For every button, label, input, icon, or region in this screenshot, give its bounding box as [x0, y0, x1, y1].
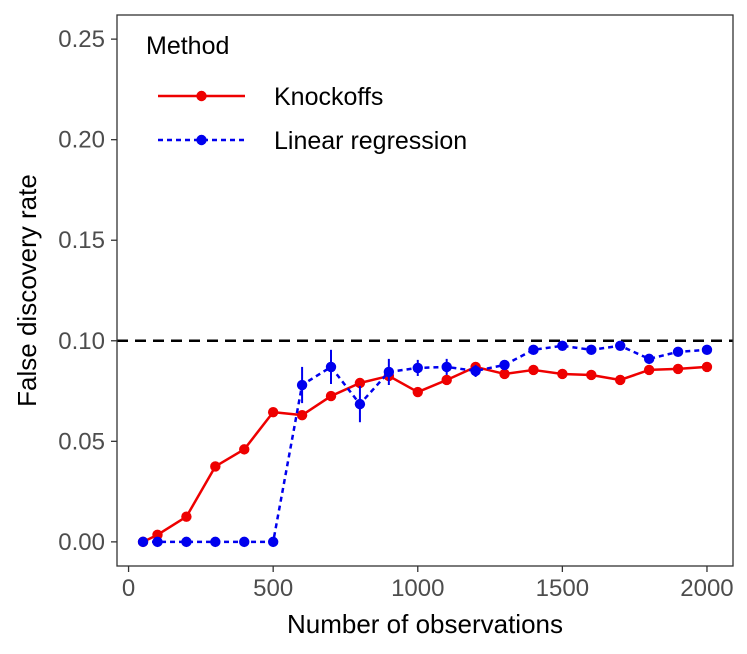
y-tick-label: 0.05 — [58, 428, 105, 455]
legend-marker-linear-regression — [196, 134, 207, 146]
point-knockoffs — [181, 511, 192, 522]
legend-title: Method — [146, 32, 229, 60]
point-knockoffs — [239, 444, 250, 455]
point-linear-regression — [528, 344, 539, 356]
y-tick-label: 0.00 — [58, 529, 105, 556]
point-linear-regression — [383, 366, 395, 378]
point-linear-regression — [701, 344, 713, 356]
y-tick-label: 0.25 — [58, 26, 105, 53]
point-linear-regression — [412, 362, 423, 374]
legend-item-knockoffs: Knockoffs — [158, 83, 383, 111]
x-axis: 0 500 1000 1500 2000 — [122, 566, 734, 602]
point-linear-regression — [354, 398, 366, 410]
point-linear-regression — [557, 340, 568, 352]
x-tick-label: 1500 — [536, 575, 589, 602]
point-knockoffs — [672, 363, 684, 375]
point-knockoffs — [441, 374, 452, 386]
y-axis: 0.00 0.05 0.10 0.15 0.20 0.25 — [58, 26, 117, 556]
point-knockoffs — [499, 368, 510, 380]
y-tick-label: 0.10 — [58, 328, 105, 355]
x-tick-label: 500 — [253, 575, 293, 602]
y-axis-title: False discovery rate — [12, 174, 42, 407]
point-linear-regression — [137, 536, 149, 548]
plot-background — [117, 15, 733, 566]
x-axis-title: Number of observations — [287, 609, 563, 639]
series-layer — [137, 340, 713, 548]
point-linear-regression — [499, 359, 510, 371]
x-tick-label: 1000 — [391, 575, 444, 602]
y-tick-label: 0.15 — [58, 227, 105, 254]
point-linear-regression — [672, 346, 684, 358]
point-linear-regression — [470, 365, 481, 377]
point-linear-regression — [267, 536, 279, 548]
point-linear-regression — [296, 379, 308, 391]
point-linear-regression — [643, 353, 655, 365]
x-tick-label: 0 — [122, 575, 135, 602]
point-knockoffs — [354, 377, 366, 389]
point-knockoffs — [586, 369, 597, 381]
point-knockoffs — [643, 364, 655, 376]
point-linear-regression — [152, 536, 163, 548]
point-linear-regression — [441, 361, 452, 373]
point-linear-regression — [239, 536, 250, 548]
series-linear-regression — [137, 340, 713, 548]
point-linear-regression — [181, 536, 192, 548]
point-linear-regression — [325, 361, 337, 373]
x-tick-label: 2000 — [680, 575, 733, 602]
point-linear-regression — [586, 344, 597, 356]
legend-item-linear-regression: Linear regression — [158, 127, 467, 155]
plot-border — [116, 14, 734, 567]
y-tick-label: 0.20 — [58, 127, 105, 154]
legend: Method Knockoffs Linear regression — [146, 32, 467, 155]
point-knockoffs — [701, 361, 713, 373]
point-knockoffs — [528, 364, 539, 376]
point-knockoffs — [325, 390, 337, 402]
legend-marker-knockoffs — [196, 90, 207, 102]
point-knockoffs — [557, 368, 568, 380]
point-knockoffs — [412, 386, 423, 398]
point-knockoffs — [267, 406, 279, 418]
point-knockoffs — [615, 374, 626, 386]
legend-label-knockoffs: Knockoffs — [274, 83, 383, 111]
point-knockoffs — [210, 461, 221, 472]
legend-label-linear-regression: Linear regression — [274, 127, 467, 155]
point-linear-regression — [615, 340, 626, 352]
point-knockoffs — [296, 409, 308, 421]
point-linear-regression — [210, 536, 221, 548]
